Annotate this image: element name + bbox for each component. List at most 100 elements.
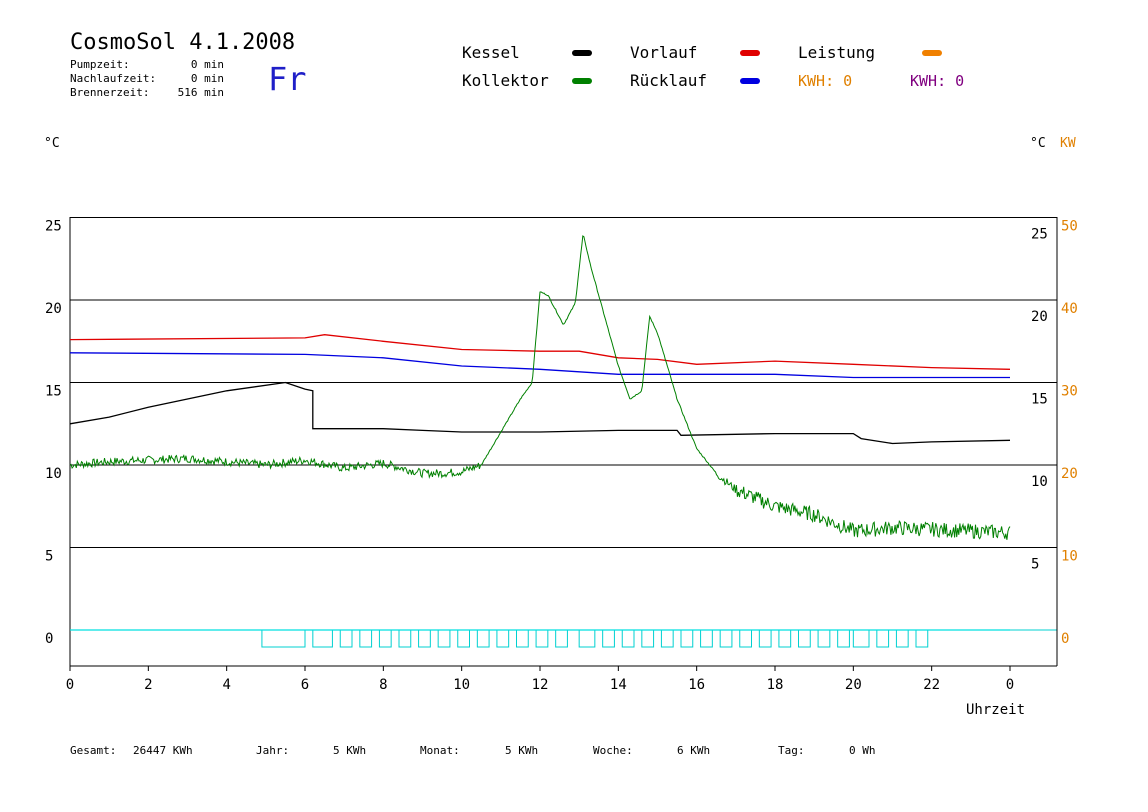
x-tick-label: 6 (301, 677, 309, 693)
burner-block (641, 629, 655, 648)
grid-lines (70, 217, 1057, 631)
x-tick-label: 0 (66, 677, 74, 693)
footer-tag-value: 0 Wh (849, 744, 876, 757)
burner-block (312, 629, 333, 648)
burner-block (915, 629, 929, 648)
burner-block (680, 629, 694, 648)
y-tick-label-right-kw: 0 (1061, 631, 1069, 647)
burner-block (895, 629, 909, 648)
burner-block (778, 629, 792, 648)
tick-labels: 0 2 4 6 8 10 12 14 16 18 20 22 0 0 5 10 15 20 25 5 10 15 20 25 0… (45, 219, 1078, 694)
series-line-kollektor (69, 235, 1011, 540)
x-tick-label: 8 (379, 677, 387, 693)
burner-block (837, 629, 850, 648)
burner-block (535, 629, 549, 648)
stat-pumpzeit: Pumpzeit: 0 min (70, 58, 224, 71)
footer-woche-value: 6 KWh (677, 744, 711, 757)
y-tick-label-left: 5 (45, 549, 53, 565)
burner-block (621, 629, 635, 648)
legend-swatch-vorlauf (740, 50, 760, 56)
footer-gesamt-value: 26447 KWh (133, 744, 193, 757)
legend-label-vorlauf: Vorlauf (630, 43, 698, 62)
series-line-kessel (69, 381, 1011, 445)
x-tick-label: 0 (1006, 677, 1014, 693)
legend-label-kessel: Kessel (462, 43, 520, 62)
burner-block (496, 629, 510, 648)
y-tick-label-left: 25 (45, 219, 62, 235)
footer-tag-label: Tag: (778, 744, 805, 757)
y-tick-label-left: 15 (45, 384, 62, 400)
burner-block (261, 629, 306, 648)
y-tick-label-right-c: 20 (1031, 309, 1048, 325)
axes (69, 217, 1058, 671)
x-tick-label: 4 (222, 677, 230, 693)
y-tick-label-right-c: 5 (1031, 557, 1039, 573)
burner-block (876, 629, 890, 648)
legend-swatch-ruecklauf (740, 78, 760, 84)
y-tick-label-right-c: 10 (1031, 474, 1048, 490)
x-tick-label: 22 (923, 677, 940, 693)
burner-block (578, 629, 596, 648)
footer-monat-label: Monat: (420, 744, 460, 757)
footer-jahr-value: 5 KWh (333, 744, 367, 757)
x-tick-label: 18 (767, 677, 784, 693)
burner-block (516, 629, 529, 648)
burner-block (457, 629, 470, 648)
stat-brennerzeit: Brennerzeit: 516 min (70, 86, 224, 99)
burner-block (739, 629, 752, 648)
y-tick-label-right-kw: 40 (1061, 301, 1078, 317)
chart-title: CosmoSol 4.1.2008 (70, 30, 296, 55)
stat-nachlaufzeit: Nachlaufzeit: 0 min (70, 72, 224, 85)
y-tick-label-right-kw: 30 (1061, 384, 1078, 400)
y-tick-label-right-kw: 10 (1061, 549, 1078, 565)
y-tick-label-right-kw: 50 (1061, 219, 1078, 235)
legend-label-leistung: Leistung (798, 43, 876, 62)
x-tick-label: 10 (453, 677, 470, 693)
footer-woche-label: Woche: (593, 744, 633, 757)
burner-block (602, 629, 615, 648)
series-line-vorlauf (69, 334, 1011, 370)
burner-block (817, 629, 831, 648)
burner-block (555, 629, 568, 648)
y-tick-label-left: 10 (45, 466, 62, 482)
burner-block (700, 629, 713, 648)
legend-swatch-leistung (922, 50, 942, 56)
legend-label-kollektor: Kollektor (462, 71, 549, 90)
x-tick-label: 12 (532, 677, 549, 693)
series-line-ruecklauf (69, 352, 1010, 379)
day-label: Fr (268, 60, 307, 98)
kwh-label-1: KWH: 0 (798, 72, 853, 90)
burner-block (398, 629, 412, 648)
x-tick-label: 2 (144, 677, 152, 693)
x-tick-label: 14 (610, 677, 627, 693)
burner-blocks (261, 629, 929, 648)
burner-block (758, 629, 772, 648)
legend-swatch-kessel (572, 50, 592, 56)
burner-block (852, 629, 870, 648)
y-tick-label-left: 0 (45, 631, 53, 647)
left-unit-label: °C (44, 136, 60, 151)
x-tick-label: 20 (845, 677, 862, 693)
kwh-label-2: KWH: 0 (910, 72, 965, 90)
burner-block (437, 629, 451, 648)
burner-block (359, 629, 373, 648)
burner-block (378, 629, 392, 648)
y-tick-label-right-c: 15 (1031, 392, 1048, 408)
legend-swatch-kollektor (572, 78, 592, 84)
footer-monat-value: 5 KWh (505, 744, 539, 757)
x-tick-label: 16 (688, 677, 705, 693)
y-tick-label-right-kw: 20 (1061, 466, 1078, 482)
burner-block (476, 629, 490, 648)
legend-label-ruecklauf: Rücklauf (630, 71, 708, 90)
y-tick-label-left: 20 (45, 301, 62, 317)
burner-block (339, 629, 353, 648)
footer-jahr-label: Jahr: (256, 744, 290, 757)
y-tick-label-right-c: 25 (1031, 227, 1048, 243)
x-axis-label: Uhrzeit (966, 702, 1025, 718)
burner-block (719, 629, 733, 648)
right-unit-label-c: °C (1030, 136, 1046, 151)
series-lines (69, 235, 1011, 631)
right-unit-label-kw: KW (1060, 136, 1076, 151)
burner-block (798, 629, 811, 648)
